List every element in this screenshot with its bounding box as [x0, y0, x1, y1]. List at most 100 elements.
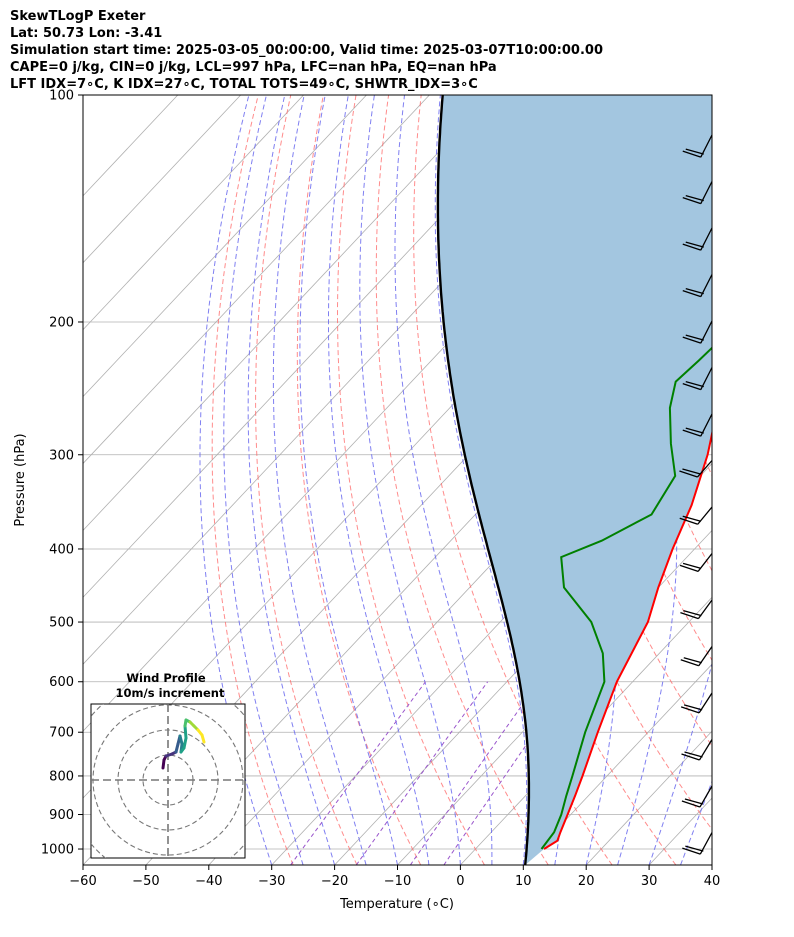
- indices-line-1: CAPE=0 j/kg, CIN=0 j/kg, LCL=997 hPa, LF…: [10, 60, 497, 75]
- wind-barb: [682, 227, 713, 251]
- location-line: Lat: 50.73 Lon: -3.41: [10, 26, 163, 41]
- barb-flag: [682, 847, 701, 855]
- x-tick-label: 30: [641, 874, 658, 889]
- isotherm--130: [83, 95, 367, 398]
- y-axis-label: Pressure (hPa): [13, 433, 28, 526]
- wind-barb: [682, 134, 713, 158]
- isotherm--110: [83, 95, 493, 532]
- isotherm-20: [585, 730, 712, 865]
- barb-flag: [681, 753, 700, 761]
- chart-header: SkewTLogP Exeter Lat: 50.73 Lon: -3.41 S…: [10, 8, 603, 93]
- y-tick-label: 800: [49, 769, 74, 784]
- barb-flag: [685, 195, 704, 202]
- dry-adiabat: [337, 95, 485, 865]
- barb-flag: [684, 798, 704, 805]
- moist-adiabat: [359, 95, 461, 865]
- hodograph-segment: [183, 724, 188, 740]
- data-layer: [436, 95, 712, 865]
- isotherm--10: [397, 529, 712, 865]
- isotherm--150: [83, 95, 241, 264]
- wind-barb: [682, 274, 713, 298]
- barb-flag: [683, 609, 702, 617]
- barb-flag: [680, 659, 699, 667]
- y-tick-label: 500: [49, 616, 74, 631]
- y-tick-label: 200: [49, 315, 74, 330]
- moist-adiabat: [199, 95, 273, 865]
- barb-flag: [685, 334, 704, 341]
- moist-adiabat: [394, 95, 493, 865]
- moist-adiabat: [434, 95, 528, 865]
- wind-barb: [682, 320, 713, 344]
- barb-flag: [684, 751, 703, 758]
- x-tick-label: 40: [704, 874, 721, 889]
- barb-flag: [680, 706, 700, 714]
- barb-flag: [682, 429, 701, 437]
- isotherm-10: [523, 663, 712, 865]
- dry-adiabat: [780, 95, 794, 865]
- barb-flag: [682, 383, 701, 391]
- barb-flag: [680, 611, 699, 620]
- mixing-ratio-line: [355, 681, 489, 865]
- barb-flag: [682, 515, 701, 522]
- wind-barb: [680, 599, 713, 620]
- temperature-line: [543, 429, 712, 850]
- wind-barb: [679, 460, 713, 478]
- barb-flag: [685, 288, 704, 295]
- cape-cin-area: [437, 95, 712, 865]
- wind-profile-inset: Wind Profile 10m/s increment: [90, 671, 246, 859]
- dry-adiabat: [211, 95, 294, 865]
- x-tick-label: −20: [321, 874, 348, 889]
- moist-adiabat: [223, 95, 304, 865]
- wind-barb: [682, 181, 713, 205]
- dry-adiabat: [747, 95, 794, 865]
- barb-flag: [681, 800, 701, 808]
- y-tick-label: 100: [49, 89, 74, 104]
- dry-adiabat: [296, 95, 422, 865]
- barb-flag: [685, 381, 704, 388]
- dry-adiabat: [375, 95, 549, 865]
- y-tick-label: 700: [49, 726, 74, 741]
- moist-adiabat: [272, 95, 367, 865]
- y-tick-label: 600: [49, 675, 74, 690]
- mixing-ratio-line: [290, 681, 426, 865]
- barb-flag: [682, 468, 701, 475]
- barb-flag: [682, 562, 702, 570]
- y-tick-label: 900: [49, 808, 74, 823]
- moist-adiabat: [607, 95, 678, 865]
- wind-barb: [681, 739, 713, 761]
- moist-adiabat: [711, 863, 712, 865]
- barb-flag: [683, 704, 703, 711]
- barb-flag: [685, 845, 704, 852]
- dry-adiabat: [255, 95, 358, 865]
- axes: −60 −50 −40 −30 −20 −10 0 10 20 30 40 100 200 300 400 5…: [41, 89, 720, 890]
- wind-barb: [679, 506, 713, 525]
- parcel-profile-line: [436, 95, 531, 865]
- barb-flag: [685, 427, 704, 434]
- dry-adiabat: [714, 95, 794, 865]
- barb-flag: [679, 470, 698, 478]
- x-axis-label: Temperature (∘C): [339, 897, 454, 912]
- inset-title: Wind Profile: [126, 671, 206, 685]
- isotherm-50: [775, 95, 794, 865]
- hodograph-segment: [200, 733, 206, 744]
- moist-adiabat: [247, 95, 336, 865]
- x-tick-label: −60: [69, 874, 96, 889]
- x-tick-label: 20: [578, 874, 595, 889]
- chart-title: SkewTLogP Exeter: [10, 9, 146, 24]
- barb-flag: [682, 290, 701, 298]
- x-tick-label: −50: [132, 874, 159, 889]
- wind-barb: [682, 832, 713, 855]
- wind-barb: [680, 646, 713, 667]
- dry-adiabat: [413, 95, 613, 865]
- isotherm--140: [83, 95, 304, 331]
- x-tick-label: −30: [258, 874, 285, 889]
- inset-subtitle: 10m/s increment: [116, 686, 225, 700]
- barb-flag: [679, 517, 698, 525]
- y-tick-label: 300: [49, 448, 74, 463]
- moist-adiabat: [299, 95, 398, 865]
- wind-barb: [679, 553, 713, 573]
- mixing-ratio-line: [409, 681, 540, 865]
- x-tick-label: 10: [515, 874, 532, 889]
- y-tick-label: 400: [49, 542, 74, 557]
- barb-flag: [682, 197, 701, 205]
